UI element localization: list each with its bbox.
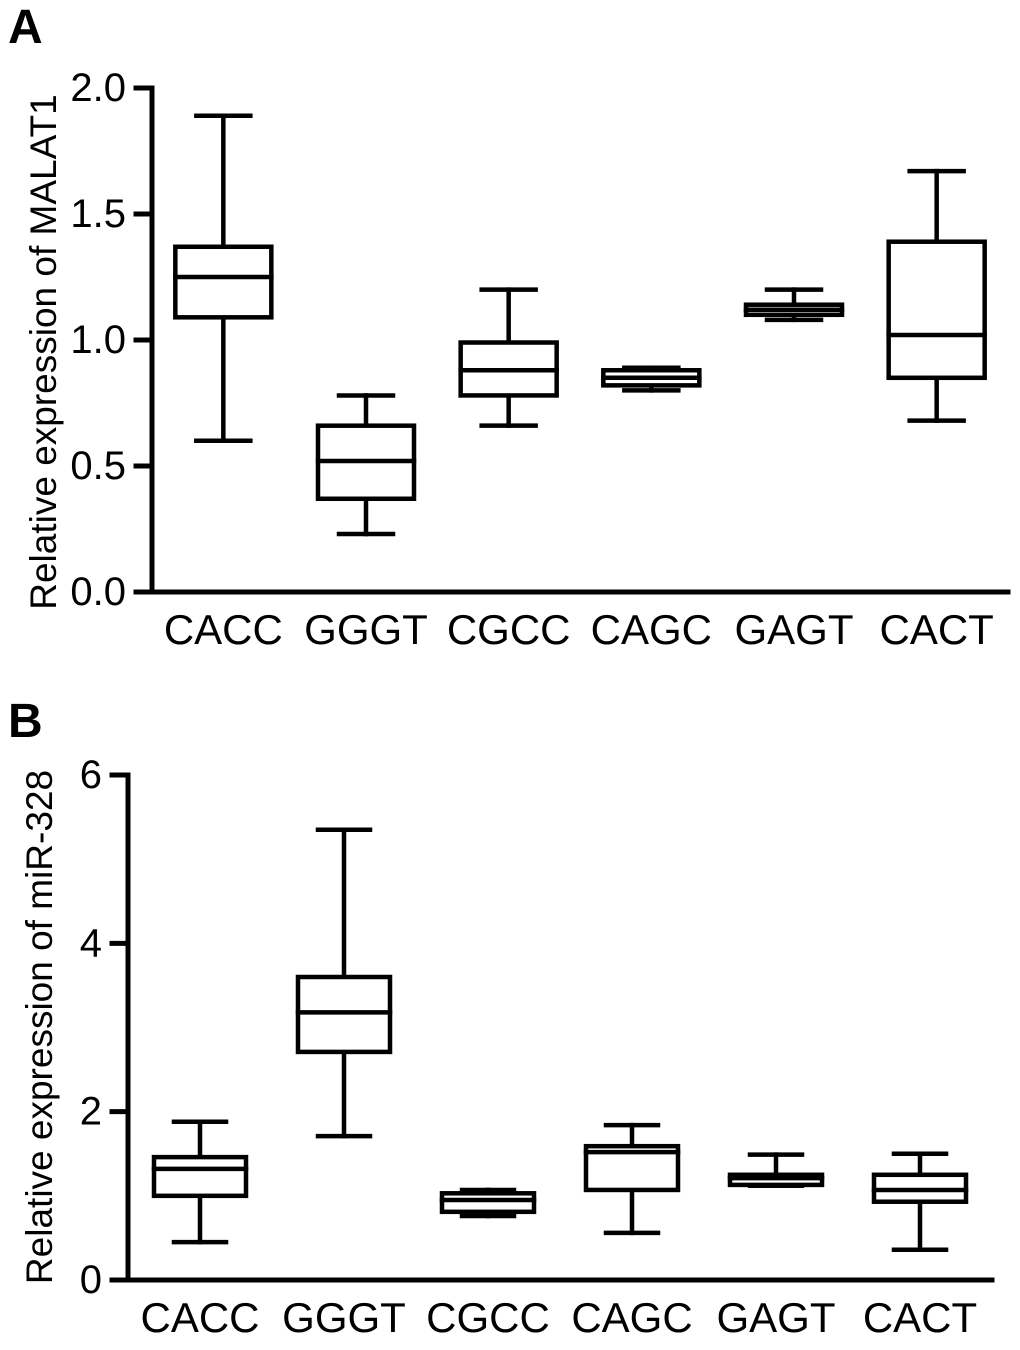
x-category-label: CACT <box>879 606 993 653</box>
iqr-box <box>886 239 987 381</box>
panel-a-letter: A <box>8 1 43 54</box>
x-category-label: GGGT <box>304 606 428 653</box>
x-category-label: GGGT <box>282 1294 406 1341</box>
box-CGCC <box>458 287 559 428</box>
y-tick-label: 6 <box>80 753 102 797</box>
y-tick-label: 1.5 <box>70 192 126 236</box>
y-tick-label: 2 <box>80 1090 102 1134</box>
y-tick-label: 0.0 <box>70 570 126 614</box>
box-GAGT <box>727 1152 825 1188</box>
axes <box>149 85 1011 595</box>
box-GAGT <box>743 287 845 323</box>
y-tick-label: 2.0 <box>70 66 126 110</box>
x-category-label: CGCC <box>426 1294 550 1341</box>
panel-a: A Relative expression of MALAT1 0.0 0.5 1.… <box>8 1 1011 653</box>
x-category-label: CACC <box>164 606 283 653</box>
y-ticks: 0.0 0.5 1.0 1.5 2.0 <box>70 66 155 614</box>
x-category-label: CACC <box>140 1294 259 1341</box>
box-CAGC <box>583 1122 681 1236</box>
box-GGGT <box>295 827 393 1139</box>
x-category-labels: CACC GGGT CGCC CAGC GAGT CACT <box>164 606 994 653</box>
y-tick-label: 4 <box>80 921 102 965</box>
x-category-label: CAGC <box>591 606 712 653</box>
y-tick-label: 1.0 <box>70 318 126 362</box>
box-CACT <box>871 1151 969 1252</box>
iqr-box <box>151 1154 249 1199</box>
panel-a-boxplot-svg: 0.0 0.5 1.0 1.5 2.0 CACC GGGT CGCC CAGC GAGT CACT <box>70 66 1011 653</box>
x-category-label: CACT <box>863 1294 977 1341</box>
x-category-labels: CACC GGGT CGCC CAGC GAGT CACT <box>140 1294 977 1341</box>
panel-b-boxplot-svg: 0 2 4 6 CACC GGGT CGCC CAGC GAGT CACT <box>80 753 995 1341</box>
x-category-label: CGCC <box>447 606 571 653</box>
iqr-box <box>173 244 274 320</box>
y-tick-label: 0.5 <box>70 444 126 488</box>
iqr-box <box>439 1191 537 1215</box>
box-CGCC <box>439 1187 537 1219</box>
panel-b-letter: B <box>8 695 43 748</box>
box-CAGC <box>601 365 702 393</box>
panel-b: B Relative expression of miR-328 0 2 4 6 CAC… <box>0 690 1020 1350</box>
x-category-label: CAGC <box>571 1294 692 1341</box>
y-tick-label: 0 <box>80 1258 102 1302</box>
box-CACT <box>886 168 987 423</box>
box-GGGT <box>315 393 417 537</box>
axes <box>125 772 995 1283</box>
y-ticks: 0 2 4 6 <box>80 753 131 1302</box>
box-CACC <box>151 1119 249 1245</box>
box-CACC <box>173 113 274 444</box>
x-category-label: GAGT <box>716 1294 835 1341</box>
x-category-label: GAGT <box>734 606 853 653</box>
